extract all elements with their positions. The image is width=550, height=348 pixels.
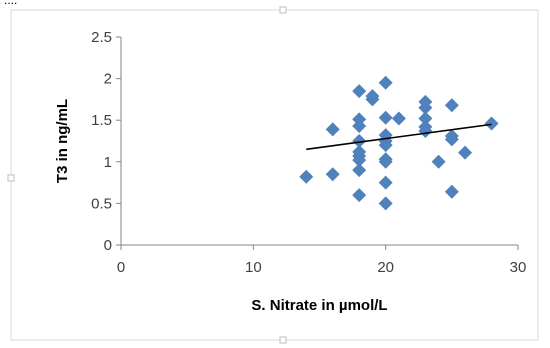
data-point <box>484 116 499 131</box>
y-tick-label: 1 <box>104 154 112 171</box>
data-point <box>444 98 459 113</box>
data-point <box>418 119 433 134</box>
trendline <box>306 123 492 151</box>
y-axis-ticks: 0 0.5 1 1.5 2 2.5 <box>91 29 121 254</box>
data-point <box>378 75 393 90</box>
data-point <box>352 84 367 99</box>
data-point <box>325 122 340 137</box>
data-point <box>458 145 473 160</box>
y-tick-label: 2.5 <box>91 29 112 46</box>
resize-handle-left[interactable] <box>7 174 15 182</box>
y-tick-label: 1.5 <box>91 112 112 129</box>
y-axis-title: T3 in ng/mL <box>54 99 71 183</box>
data-point <box>352 112 367 127</box>
y-tick-label: 2 <box>104 71 112 88</box>
resize-handle-bottom[interactable] <box>279 336 287 344</box>
data-point <box>444 184 459 199</box>
data-point <box>378 110 393 125</box>
x-tick-label: 30 <box>510 259 527 276</box>
x-axis-ticks: 0 10 20 30 <box>117 245 527 276</box>
x-tick-label: 20 <box>377 259 394 276</box>
data-point <box>418 111 433 126</box>
data-point <box>378 196 393 211</box>
data-point <box>391 111 406 126</box>
data-point <box>444 129 459 144</box>
y-tick-label: 0.5 <box>91 195 112 212</box>
data-point <box>418 94 433 109</box>
trendline-group <box>306 123 492 151</box>
cropped-text-fragment: .... <box>4 0 17 7</box>
data-point <box>352 144 367 159</box>
data-point <box>365 89 380 104</box>
chart-frame <box>10 9 539 341</box>
data-point <box>352 134 367 148</box>
data-points <box>299 75 499 211</box>
x-axis-title: S. Nitrate in µmol/L <box>251 297 387 314</box>
data-point <box>325 167 340 182</box>
plot-area <box>120 37 518 246</box>
x-tick-label: 0 <box>117 259 125 276</box>
data-point <box>431 154 446 169</box>
data-point <box>378 175 393 190</box>
data-point <box>352 163 367 178</box>
data-point <box>352 188 367 203</box>
y-tick-label: 0 <box>104 237 112 254</box>
data-point <box>299 169 314 184</box>
data-point <box>378 152 393 167</box>
resize-handle-top[interactable] <box>279 6 287 14</box>
x-tick-label: 10 <box>245 259 262 276</box>
